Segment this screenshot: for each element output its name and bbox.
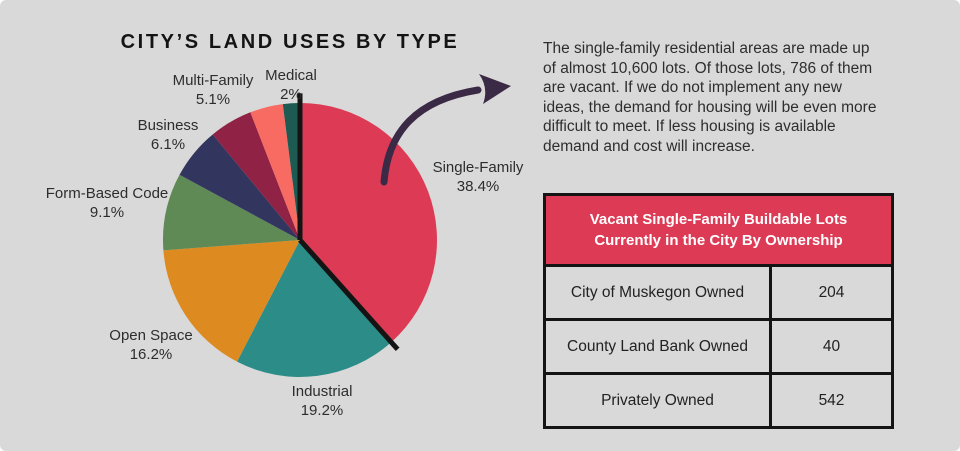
slice-label-text: Medical (265, 67, 317, 84)
pie-slice-industrial (237, 240, 392, 377)
pie-slice-unlabeled (250, 104, 300, 240)
table-header-row: Vacant Single-Family Buildable Lots Curr… (542, 193, 895, 267)
curved-arrow-tail (380, 86, 482, 186)
slice-label-pct: 5.1% (195, 91, 231, 108)
slice-label-pct: 19.2% (300, 402, 344, 419)
paragraph-line: are vacant. If we do not implement any n… (543, 79, 842, 96)
paragraph-line: difficult to meet. If less housing is av… (543, 118, 836, 135)
table-row: Privately Owned 542 (543, 372, 895, 429)
annotation-paragraph: The single-family residential areas are … (543, 39, 915, 156)
table-row: County Land Bank Owned 40 (543, 318, 895, 375)
pie-slice-open-space (163, 240, 300, 362)
owner-cell: County Land Bank Owned (543, 318, 772, 375)
slice-label-text: Multi-Family (172, 72, 254, 89)
slice-label-pct: 6.1% (150, 136, 186, 153)
slice-label-pct: 16.2% (129, 346, 173, 363)
slice-label-text: Single-Family (432, 159, 524, 176)
slice-label-pct: 38.4% (456, 178, 500, 195)
pie-slice-multi-family (212, 112, 300, 240)
slice-label-text: Business (137, 117, 199, 134)
slice-label-pct: 9.1% (89, 204, 125, 221)
pie-slice-medical (282, 103, 300, 240)
slice-label-business: Business 6.1% (138, 116, 199, 154)
slice-label-industrial: Industrial 19.2% (292, 382, 353, 420)
slice-label-form-based-code: Form-Based Code 9.1% (46, 184, 169, 222)
count-cell: 542 (768, 372, 895, 429)
pie-slice-single-family (300, 103, 437, 343)
paragraph-line: The single-family residential areas are … (543, 40, 870, 57)
slice-label-multi-family: Multi-Family 5.1% (173, 71, 254, 109)
slice-label-pct: 2% (280, 86, 302, 103)
slice-label-text: Form-Based Code (45, 185, 169, 202)
curved-arrow (380, 74, 511, 186)
pie-slice-business (179, 134, 300, 240)
count-cell: 40 (768, 318, 895, 375)
slice-label-single-family: Single-Family 38.4% (433, 158, 524, 196)
ownership-table: Vacant Single-Family Buildable Lots Curr… (542, 193, 895, 429)
count-cell: 204 (768, 264, 895, 321)
page-title: CITY’S LAND USES BY TYPE (120, 31, 460, 53)
slice-label-medical: Medical 2% (265, 66, 317, 104)
curved-arrow-head (479, 74, 511, 104)
pie-emphasis-line (298, 238, 400, 352)
paragraph-line: ideas, the demand for housing will be ev… (543, 98, 877, 116)
pie-chart (163, 103, 437, 377)
owner-cell: Privately Owned (543, 372, 772, 429)
slice-label-text: Open Space (109, 327, 193, 344)
owner-cell: City of Muskegon Owned (543, 264, 772, 321)
paragraph-line: of almost 10,600 lots. Of those lots, 78… (543, 59, 873, 77)
slice-label-text: Industrial (291, 383, 353, 400)
table-header: Vacant Single-Family Buildable Lots Curr… (542, 193, 895, 267)
table-row: City of Muskegon Owned 204 (543, 264, 895, 321)
paragraph-line: demand and cost will increase. (543, 137, 755, 155)
pie-emphasis-lines (297, 93, 400, 352)
pie-slice-form-based-code (163, 174, 300, 251)
slice-label-open-space: Open Space 16.2% (109, 326, 192, 364)
